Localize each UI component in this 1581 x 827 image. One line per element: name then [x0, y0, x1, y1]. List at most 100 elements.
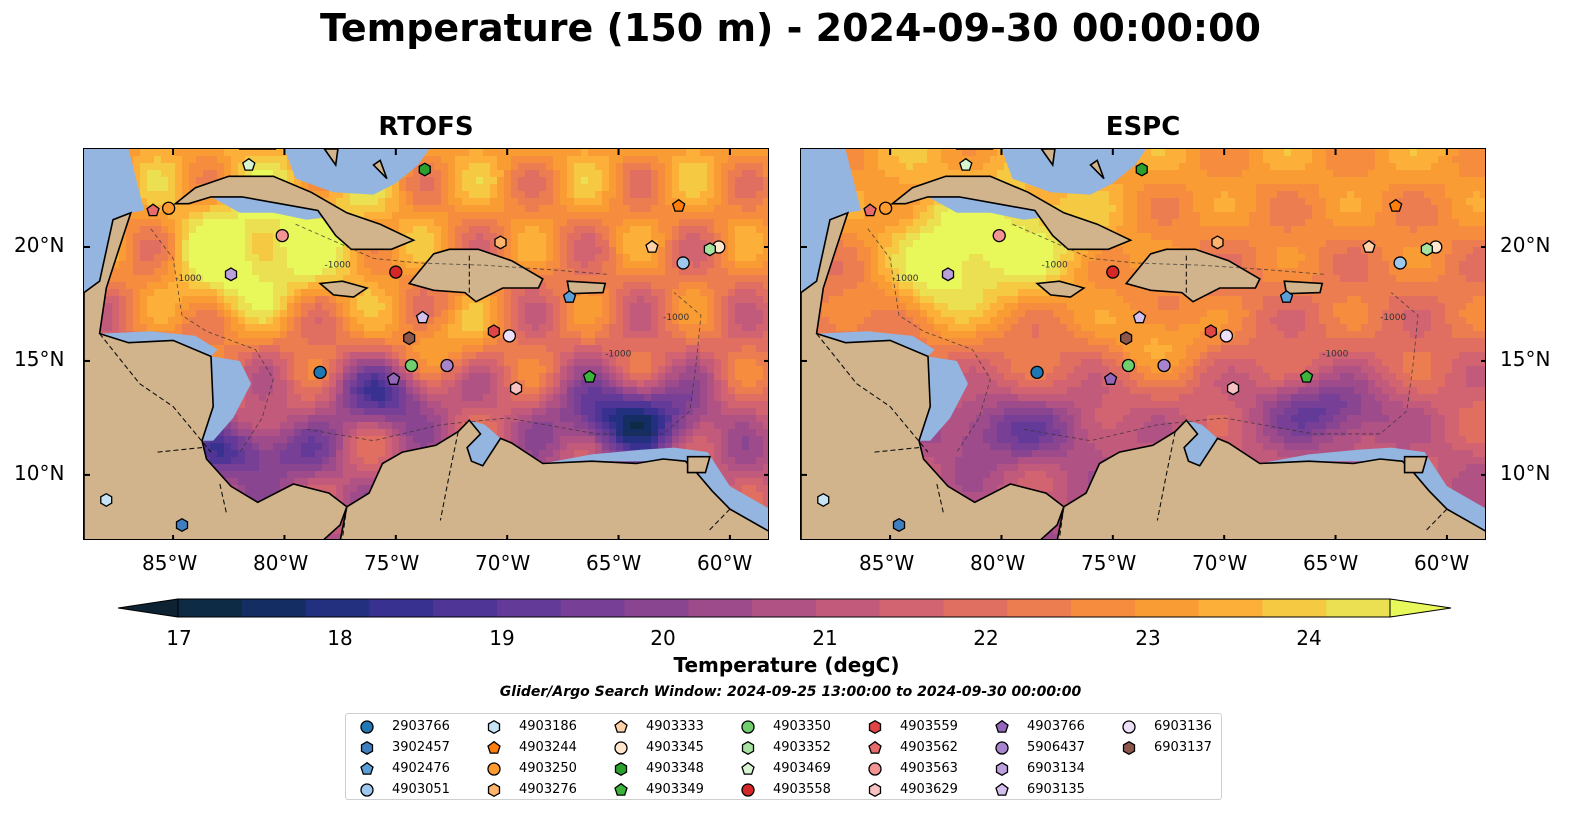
- platform-marker-4903333[interactable]: [1362, 239, 1376, 253]
- platform-marker-4903276[interactable]: [494, 235, 507, 250]
- shelf-bahamas-bank: [1001, 149, 1147, 195]
- legend-marker-5906437[interactable]: [995, 741, 1009, 755]
- legend-label: 4903766: [1027, 719, 1085, 734]
- platform-marker-4903629[interactable]: [509, 381, 523, 396]
- platform-marker-4903051[interactable]: [1393, 256, 1407, 270]
- colorbar-tick-label: 21: [812, 626, 838, 650]
- platform-marker-6903134[interactable]: [224, 267, 238, 282]
- platform-marker-4902476[interactable]: [562, 289, 577, 303]
- legend-marker-4903629[interactable]: [868, 782, 882, 798]
- platform-marker-2903766[interactable]: [313, 365, 327, 379]
- platform-marker-4903051[interactable]: [676, 256, 690, 270]
- legend-marker-4903345[interactable]: [614, 741, 628, 755]
- land-bahamas1: [1040, 149, 1056, 168]
- platform-marker-6903134[interactable]: [941, 267, 955, 282]
- legend-marker-4903563[interactable]: [868, 762, 882, 776]
- legend-marker-4903186[interactable]: [487, 719, 501, 735]
- colorbar-graphic: [117, 598, 1452, 618]
- legend-marker-6903135[interactable]: [995, 782, 1009, 796]
- platform-marker-4903244[interactable]: [1388, 198, 1403, 212]
- x-tick-label: 60°W: [1414, 551, 1470, 575]
- map-panel-espc[interactable]: -1000 -1000 -1000 -1000: [800, 148, 1486, 540]
- legend-marker-4903562[interactable]: [868, 740, 882, 754]
- legend-marker-4903558[interactable]: [741, 783, 755, 797]
- legend-marker-4903051[interactable]: [360, 783, 374, 797]
- shelf-gulf-venezuela: [1184, 420, 1218, 466]
- platform-marker-4903629[interactable]: [1226, 381, 1240, 396]
- platform-marker-4903563[interactable]: [275, 228, 289, 243]
- shelf-cuba-south-shelf: [211, 196, 325, 220]
- platform-marker-6903135[interactable]: [1132, 310, 1147, 324]
- platform-marker-4903250[interactable]: [161, 201, 176, 215]
- platform-marker-4903333[interactable]: [645, 239, 659, 253]
- platform-marker-4903766[interactable]: [1103, 372, 1118, 385]
- platform-marker-4903349[interactable]: [582, 369, 597, 383]
- map-panel-rtofs[interactable]: -1000 -1000 -1000 -1000: [83, 148, 769, 540]
- platform-marker-5906437[interactable]: [1157, 358, 1171, 373]
- land-bahamas2: [372, 159, 388, 180]
- platform-marker-6903135[interactable]: [415, 310, 430, 324]
- platform-marker-4903562[interactable]: [863, 203, 877, 217]
- legend-label: 6903135: [1027, 782, 1085, 797]
- legend-marker-4903559[interactable]: [868, 719, 882, 735]
- platform-marker-3902457[interactable]: [892, 517, 906, 533]
- isobath-label: -1000: [1380, 313, 1406, 323]
- y-tick-label-right: 20°N: [1500, 233, 1551, 257]
- platform-marker-4903349[interactable]: [1299, 369, 1314, 383]
- platform-marker-4903186[interactable]: [100, 492, 113, 508]
- platform-marker-4903186[interactable]: [817, 492, 830, 508]
- legend-marker-4903250[interactable]: [487, 762, 501, 776]
- colorbar-title: Temperature (degC): [673, 653, 900, 677]
- shelf-gulf-venezuela: [467, 420, 501, 466]
- platform-marker-4903559[interactable]: [1204, 324, 1217, 339]
- legend-marker-4903352[interactable]: [741, 740, 755, 756]
- legend-marker-6903134[interactable]: [995, 761, 1009, 777]
- legend-label: 4903348: [646, 761, 704, 776]
- x-tick-label: 75°W: [1081, 551, 1137, 575]
- platform-marker-6903136[interactable]: [1219, 329, 1234, 343]
- platform-marker-4903766[interactable]: [386, 372, 401, 385]
- platform-marker-4903558[interactable]: [389, 265, 403, 279]
- platform-marker-4902476[interactable]: [1279, 289, 1294, 303]
- platform-marker-4903352[interactable]: [703, 242, 716, 257]
- legend-marker-4903348[interactable]: [614, 761, 628, 777]
- legend-marker-6903137[interactable]: [1122, 740, 1136, 756]
- legend-marker-4903349[interactable]: [614, 782, 628, 796]
- isobath-contour: [1012, 223, 1325, 275]
- platform-marker-4903469[interactable]: [242, 157, 256, 171]
- platform-marker-6903137[interactable]: [403, 331, 416, 346]
- platform-marker-4903350[interactable]: [404, 358, 419, 373]
- platform-marker-4903559[interactable]: [487, 324, 500, 339]
- platform-marker-4903563[interactable]: [992, 228, 1006, 243]
- legend-marker-4903244[interactable]: [487, 740, 501, 754]
- platform-marker-6903136[interactable]: [502, 329, 517, 343]
- legend-label: 4902476: [392, 761, 450, 776]
- platform-marker-4903348[interactable]: [1135, 162, 1148, 177]
- platform-marker-6903137[interactable]: [1120, 331, 1133, 346]
- legend-marker-6903136[interactable]: [1122, 720, 1136, 734]
- platform-marker-4903558[interactable]: [1106, 265, 1120, 279]
- legend-marker-4903276[interactable]: [487, 782, 501, 798]
- platform-marker-2903766[interactable]: [1030, 365, 1044, 379]
- platform-marker-4903348[interactable]: [418, 162, 431, 177]
- legend-label: 4903244: [519, 740, 577, 755]
- platform-marker-3902457[interactable]: [175, 517, 189, 533]
- legend-marker-4903469[interactable]: [741, 761, 755, 775]
- legend-label: 6903134: [1027, 761, 1085, 776]
- country-border: [341, 506, 348, 539]
- platform-marker-4903350[interactable]: [1121, 358, 1136, 373]
- legend-marker-3902457[interactable]: [360, 740, 374, 756]
- legend-marker-2903766[interactable]: [360, 720, 374, 734]
- platform-marker-4903352[interactable]: [1420, 242, 1433, 257]
- platform-marker-4903244[interactable]: [671, 198, 686, 212]
- platform-marker-5906437[interactable]: [440, 358, 454, 373]
- legend-marker-4903333[interactable]: [614, 719, 628, 733]
- platform-marker-4903276[interactable]: [1211, 235, 1224, 250]
- legend-marker-4902476[interactable]: [360, 761, 374, 775]
- platform-marker-4903562[interactable]: [146, 203, 160, 217]
- legend-marker-4903766[interactable]: [995, 719, 1009, 733]
- isobath-contour: [150, 228, 274, 453]
- platform-marker-4903469[interactable]: [959, 157, 973, 171]
- platform-marker-4903250[interactable]: [878, 201, 893, 215]
- legend-marker-4903350[interactable]: [741, 720, 755, 734]
